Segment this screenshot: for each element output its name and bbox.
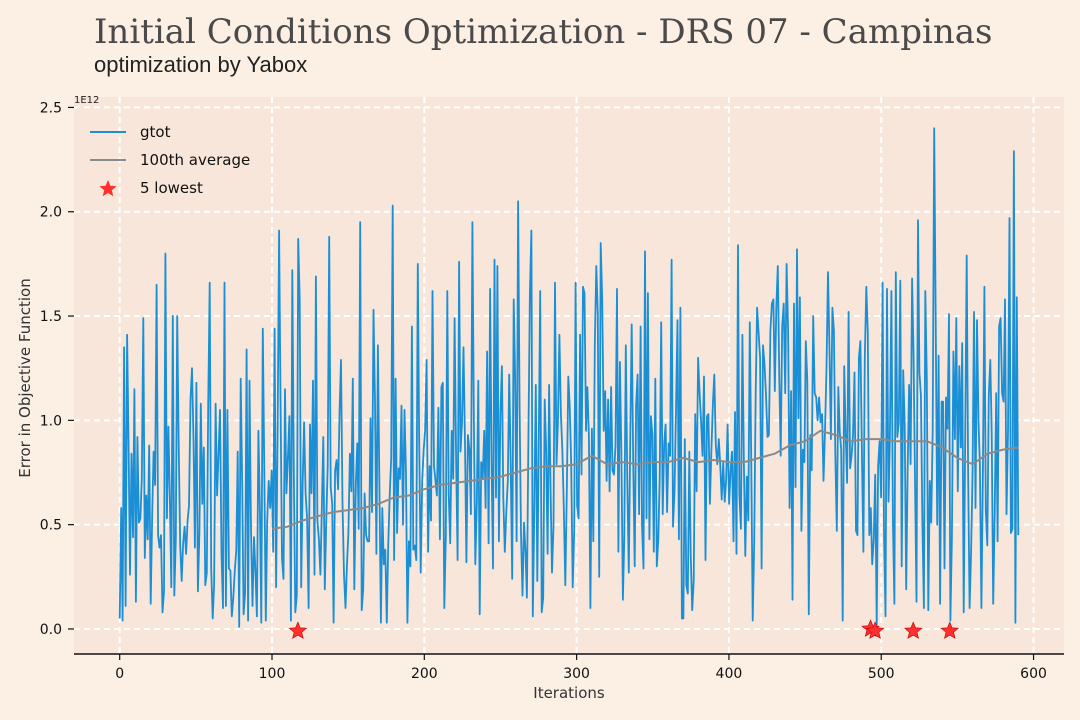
legend-gtot-label: gtot <box>140 123 171 141</box>
chart-subtitle: optimization by Yabox <box>94 52 308 77</box>
lowest-star-marker <box>865 621 885 639</box>
x-tick-label: 0 <box>115 666 124 682</box>
x-tick-label: 400 <box>716 666 743 682</box>
y-tick-label: 0.5 <box>40 518 62 534</box>
y-tick-label: 0.0 <box>40 622 62 638</box>
y-tick-label: 1.5 <box>40 309 62 325</box>
axes: 0 100 200 300 400 500 600 0.0 0.5 1.0 1.5 2.0 2.5 <box>40 100 1064 682</box>
lowest-star-marker <box>903 621 923 639</box>
y-offset-label: 1E12 <box>74 95 99 106</box>
y-axis-label: Error in Objective Function <box>16 278 34 477</box>
average-line <box>271 429 1019 530</box>
chart-title: Initial Conditions Optimization - DRS 07… <box>94 12 993 52</box>
gtot-line <box>118 127 1020 628</box>
legend-average-label: 100th average <box>140 151 250 169</box>
x-axis-label: Iterations <box>533 684 605 702</box>
legend-lowest-label: 5 lowest <box>140 179 203 197</box>
series-lowest <box>288 619 960 639</box>
x-tick-label: 100 <box>259 666 286 682</box>
legend: gtot 100th average 5 lowest <box>90 123 250 197</box>
y-tick-label: 2.0 <box>40 205 62 221</box>
x-tick-label: 500 <box>868 666 895 682</box>
y-tick-label: 2.5 <box>40 100 62 116</box>
x-tick-label: 200 <box>411 666 438 682</box>
series-average <box>271 429 1019 530</box>
lowest-star-marker <box>288 621 308 639</box>
series-gtot <box>118 127 1020 628</box>
x-tick-label: 600 <box>1020 666 1047 682</box>
legend-lowest-swatch <box>99 180 117 197</box>
lowest-star-marker <box>940 621 960 639</box>
y-tick-label: 1.0 <box>40 413 62 429</box>
x-tick-label: 300 <box>563 666 590 682</box>
